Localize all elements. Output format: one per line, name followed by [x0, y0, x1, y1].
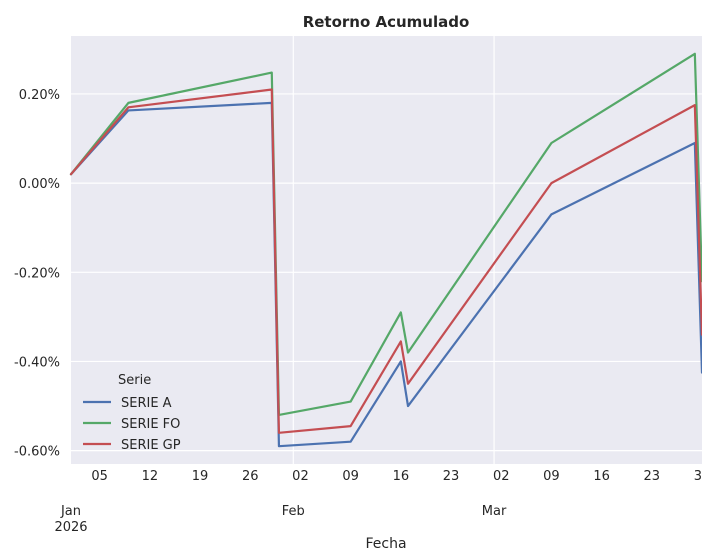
x-tick-label: 30	[694, 469, 702, 484]
x-tick-label: Jan	[60, 504, 81, 519]
y-tick-label: 0.00%	[19, 177, 60, 192]
x-tick-label-year: 2026	[54, 520, 87, 535]
y-tick-label: -0.60%	[14, 445, 60, 460]
x-tick-label: 12	[142, 469, 159, 484]
x-tick-label: 23	[443, 469, 460, 484]
x-tick-label: 26	[242, 469, 259, 484]
x-tick-label: 02	[493, 469, 510, 484]
x-tick-label: 16	[393, 469, 410, 484]
x-tick-label: Feb	[282, 504, 305, 519]
x-tick-label: 09	[342, 469, 359, 484]
x-tick-label: 23	[644, 469, 661, 484]
y-axis: 0.20% 0.00% -0.20% -0.40% -0.60%	[14, 88, 60, 460]
series-layer	[69, 52, 702, 448]
y-tick-label: -0.40%	[14, 355, 60, 370]
chart-title: Retorno Acumulado	[303, 13, 470, 31]
grid-layer	[71, 36, 702, 464]
series-line-serie-gp	[69, 88, 702, 434]
x-tick-label: Mar	[482, 504, 507, 519]
legend-label-serie-a: SERIE A	[121, 396, 172, 411]
x-tick-label: 09	[543, 469, 560, 484]
legend-label-serie-gp: SERIE GP	[121, 438, 181, 453]
x-tick-label: 05	[91, 469, 108, 484]
x-axis-title: Fecha	[365, 536, 406, 552]
x-tick-label: 19	[192, 469, 209, 484]
legend-items: SERIE A SERIE FO SERIE GP	[83, 396, 181, 453]
legend: Serie SERIE A SERIE FO SERIE GP	[83, 373, 181, 453]
x-tick-label: 16	[593, 469, 610, 484]
y-tick-label: -0.20%	[14, 266, 60, 281]
series-line-serie-a	[69, 101, 702, 448]
legend-title: Serie	[118, 373, 151, 388]
legend-label-serie-fo: SERIE FO	[121, 417, 180, 432]
series-line-serie-fo	[69, 52, 702, 417]
y-tick-label: 0.20%	[19, 88, 60, 103]
x-tick-label: 02	[292, 469, 309, 484]
